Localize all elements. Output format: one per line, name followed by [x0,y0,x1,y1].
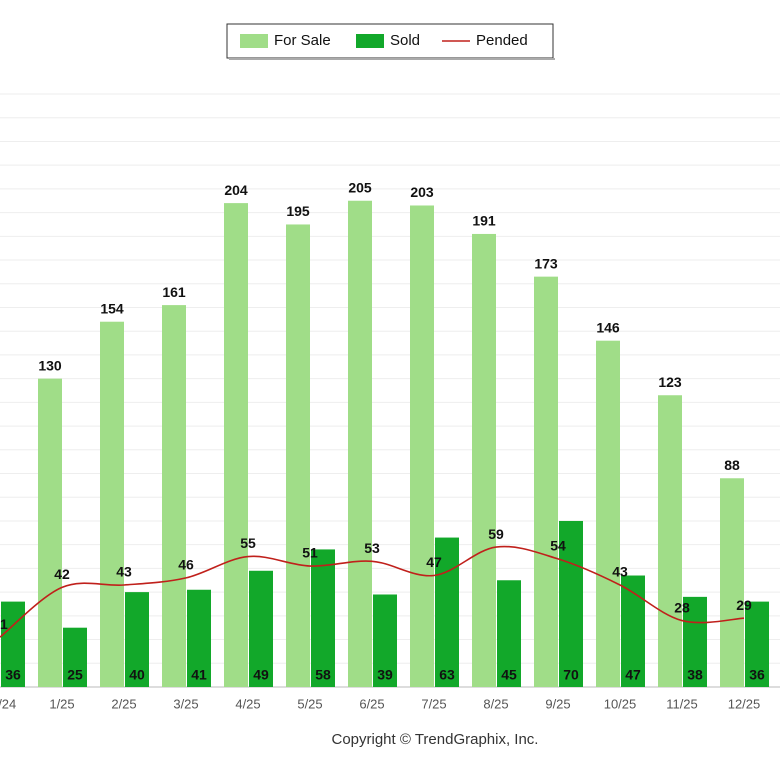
value-label: 53 [364,540,380,556]
value-label: 45 [501,667,517,683]
footer: Copyright © TrendGraphix, Inc. [332,731,539,748]
bar [63,627,87,687]
bar [373,594,397,687]
value-label: 59 [488,526,504,542]
value-label: 28 [674,599,690,615]
value-label: 40 [129,667,145,683]
bar [472,233,496,687]
x-tick-label: 7/25 [421,696,446,711]
bar [559,520,583,687]
bar [224,203,248,687]
x-tick-label: 4/25 [235,696,260,711]
value-label: 191 [472,213,496,229]
bar [286,224,310,687]
value-label: 51 [302,545,318,561]
value-label: 146 [596,319,620,335]
value-label: 205 [348,179,372,195]
x-tick-label: 11/25 [666,696,698,711]
value-label: 42 [54,566,70,582]
legend-label: Pended [476,32,528,49]
line [0,545,745,638]
bar [187,589,211,687]
value-label: 21 [0,616,8,632]
value-label: 36 [5,667,21,683]
bar [410,205,434,687]
x-tick-label: 2/25 [111,696,136,711]
value-label: 43 [116,564,132,580]
bar [720,478,744,687]
value-label: 70 [563,667,579,683]
value-label: 154 [100,300,124,316]
value-label: 41 [191,667,207,683]
bar [658,395,682,687]
bar [534,276,558,687]
value-label: 47 [625,667,641,683]
bar [497,580,521,687]
bar [38,378,62,687]
legend-swatch [240,34,268,48]
bar [596,340,620,687]
x-tick-label: 6/25 [359,696,384,711]
value-label: 38 [687,667,703,683]
value-label: 88 [724,457,740,473]
legend-swatch [356,34,384,48]
value-label: 63 [439,667,455,683]
value-label: 161 [162,284,186,300]
value-label: 25 [67,667,83,683]
value-label: 173 [534,255,558,271]
value-label: 204 [224,182,248,198]
value-label: 54 [550,538,566,554]
value-label: 55 [240,535,256,551]
legend-label: Sold [390,32,420,49]
bar [249,570,273,687]
x-tick-label: 8/25 [483,696,508,711]
x-tick-label: 1/25 [49,696,74,711]
value-label: 195 [286,203,310,219]
bar [100,321,124,687]
value-label: 36 [749,667,765,683]
x-tick-label: 12/24 [0,696,16,711]
bar [348,200,372,688]
legend-label: For Sale [274,32,331,49]
x-tick-label: 5/25 [297,696,322,711]
value-label: 43 [612,564,628,580]
value-label: 39 [377,667,393,683]
bar [683,596,707,687]
value-label: 46 [178,557,194,573]
value-label: 29 [736,597,752,613]
value-label: 123 [658,374,682,390]
x-tick-label: 10/25 [604,696,637,711]
bar [745,601,769,687]
value-label: 49 [253,667,269,683]
bar [1,601,25,687]
value-label: 58 [315,667,331,683]
value-label: 130 [38,357,62,373]
bar [125,592,149,687]
bar [311,549,335,687]
x-tick-label: 12/25 [728,696,761,711]
bar [435,537,459,687]
value-label: 203 [410,184,434,200]
bar [162,305,186,687]
x-tick-label: 9/25 [545,696,570,711]
x-tick-label: 3/25 [173,696,198,711]
value-label: 47 [426,554,442,570]
bar [621,575,645,687]
